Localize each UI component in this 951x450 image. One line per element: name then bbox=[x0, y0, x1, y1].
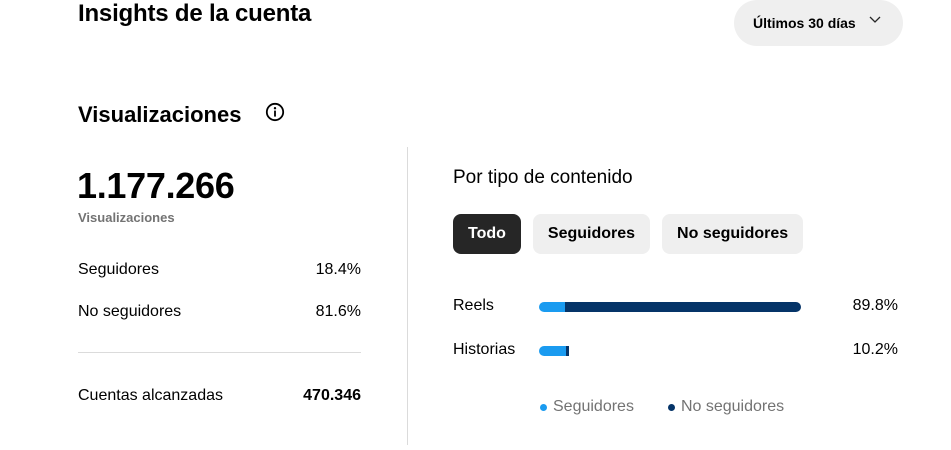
reels-row: Reels 89.8% bbox=[453, 295, 898, 319]
bar-segment-non-followers bbox=[566, 346, 569, 356]
tab-non-followers[interactable]: No seguidores bbox=[662, 214, 804, 254]
tab-all[interactable]: Todo bbox=[453, 214, 521, 254]
legend-non-followers: No seguidores bbox=[667, 398, 785, 416]
content-type-title: Por tipo de contenido bbox=[453, 167, 633, 188]
panel-divider bbox=[407, 147, 408, 445]
stories-percent: 10.2% bbox=[852, 341, 898, 358]
page-title: Insights de la cuenta bbox=[78, 0, 312, 27]
bar-segment-non-followers bbox=[565, 302, 801, 312]
content-filter-tabs: Todo Seguidores No seguidores bbox=[453, 214, 804, 254]
bar-segment-followers bbox=[539, 346, 566, 356]
chart-legend: Seguidores No seguidores bbox=[540, 398, 784, 416]
info-icon[interactable] bbox=[265, 102, 285, 122]
stats-divider bbox=[78, 352, 361, 353]
non-followers-stat-label: No seguidores bbox=[78, 303, 182, 320]
non-followers-stat-value: 81.6% bbox=[315, 303, 361, 320]
followers-stat-value: 18.4% bbox=[315, 261, 361, 278]
date-range-label: Últimos 30 días bbox=[753, 15, 856, 31]
views-total-caption: Visualizaciones bbox=[78, 210, 175, 225]
stories-row: Historias 10.2% bbox=[453, 339, 898, 363]
non-followers-stat-row: No seguidores 81.6% bbox=[78, 301, 361, 323]
legend-non-followers-dot bbox=[667, 403, 675, 411]
views-section-title: Visualizaciones bbox=[78, 102, 242, 127]
accounts-reached-row: Cuentas alcanzadas 470.346 bbox=[78, 385, 361, 407]
reels-bar bbox=[539, 302, 801, 312]
legend-non-followers-label: No seguidores bbox=[680, 398, 785, 415]
date-range-select[interactable]: Últimos 30 días bbox=[734, 0, 903, 46]
legend-followers-dot bbox=[540, 403, 547, 411]
followers-stat-label: Seguidores bbox=[78, 261, 159, 278]
bar-segment-followers bbox=[539, 302, 565, 312]
legend-followers: Seguidores bbox=[540, 398, 634, 416]
followers-stat-row: Seguidores 18.4% bbox=[78, 259, 361, 281]
views-total: 1.177.266 bbox=[77, 165, 235, 206]
legend-followers-label: Seguidores bbox=[553, 398, 634, 415]
accounts-reached-label: Cuentas alcanzadas bbox=[78, 387, 223, 404]
reels-label: Reels bbox=[453, 297, 494, 314]
reels-percent: 89.8% bbox=[852, 297, 898, 314]
accounts-reached-value: 470.346 bbox=[303, 387, 361, 404]
chevron-down-icon bbox=[869, 16, 881, 23]
tab-followers[interactable]: Seguidores bbox=[532, 214, 651, 254]
stories-label: Historias bbox=[453, 341, 516, 358]
stories-bar bbox=[539, 346, 801, 356]
